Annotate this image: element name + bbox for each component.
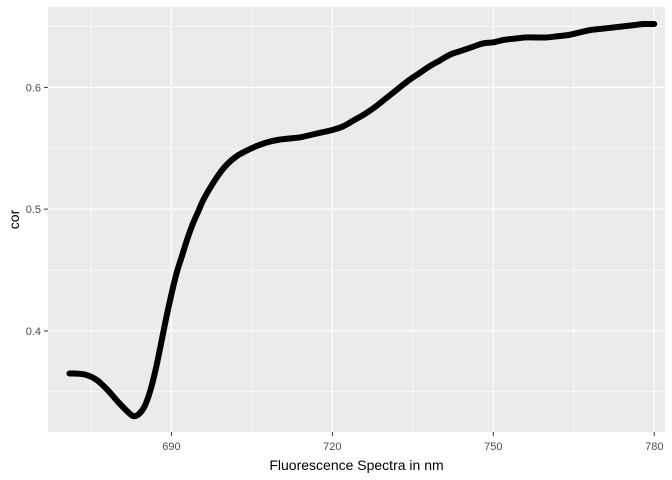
x-axis-title: Fluorescence Spectra in nm (269, 457, 443, 473)
y-tick-label: 0.6 (26, 82, 41, 94)
series-line (66, 20, 658, 420)
y-tick-label: 0.4 (26, 326, 41, 338)
x-tick-label: 690 (162, 441, 180, 453)
y-tick-label: 0.5 (26, 204, 41, 216)
x-tick-label: 780 (645, 441, 663, 453)
x-axis: 690 720 750 780 (162, 432, 663, 453)
x-tick-label: 720 (323, 441, 341, 453)
major-gridlines (48, 7, 665, 432)
y-axis: 0.4 0.5 0.6 (26, 82, 48, 338)
x-tick-label: 750 (484, 441, 502, 453)
y-axis-title: cor (6, 209, 22, 229)
plot-panel (48, 7, 665, 432)
